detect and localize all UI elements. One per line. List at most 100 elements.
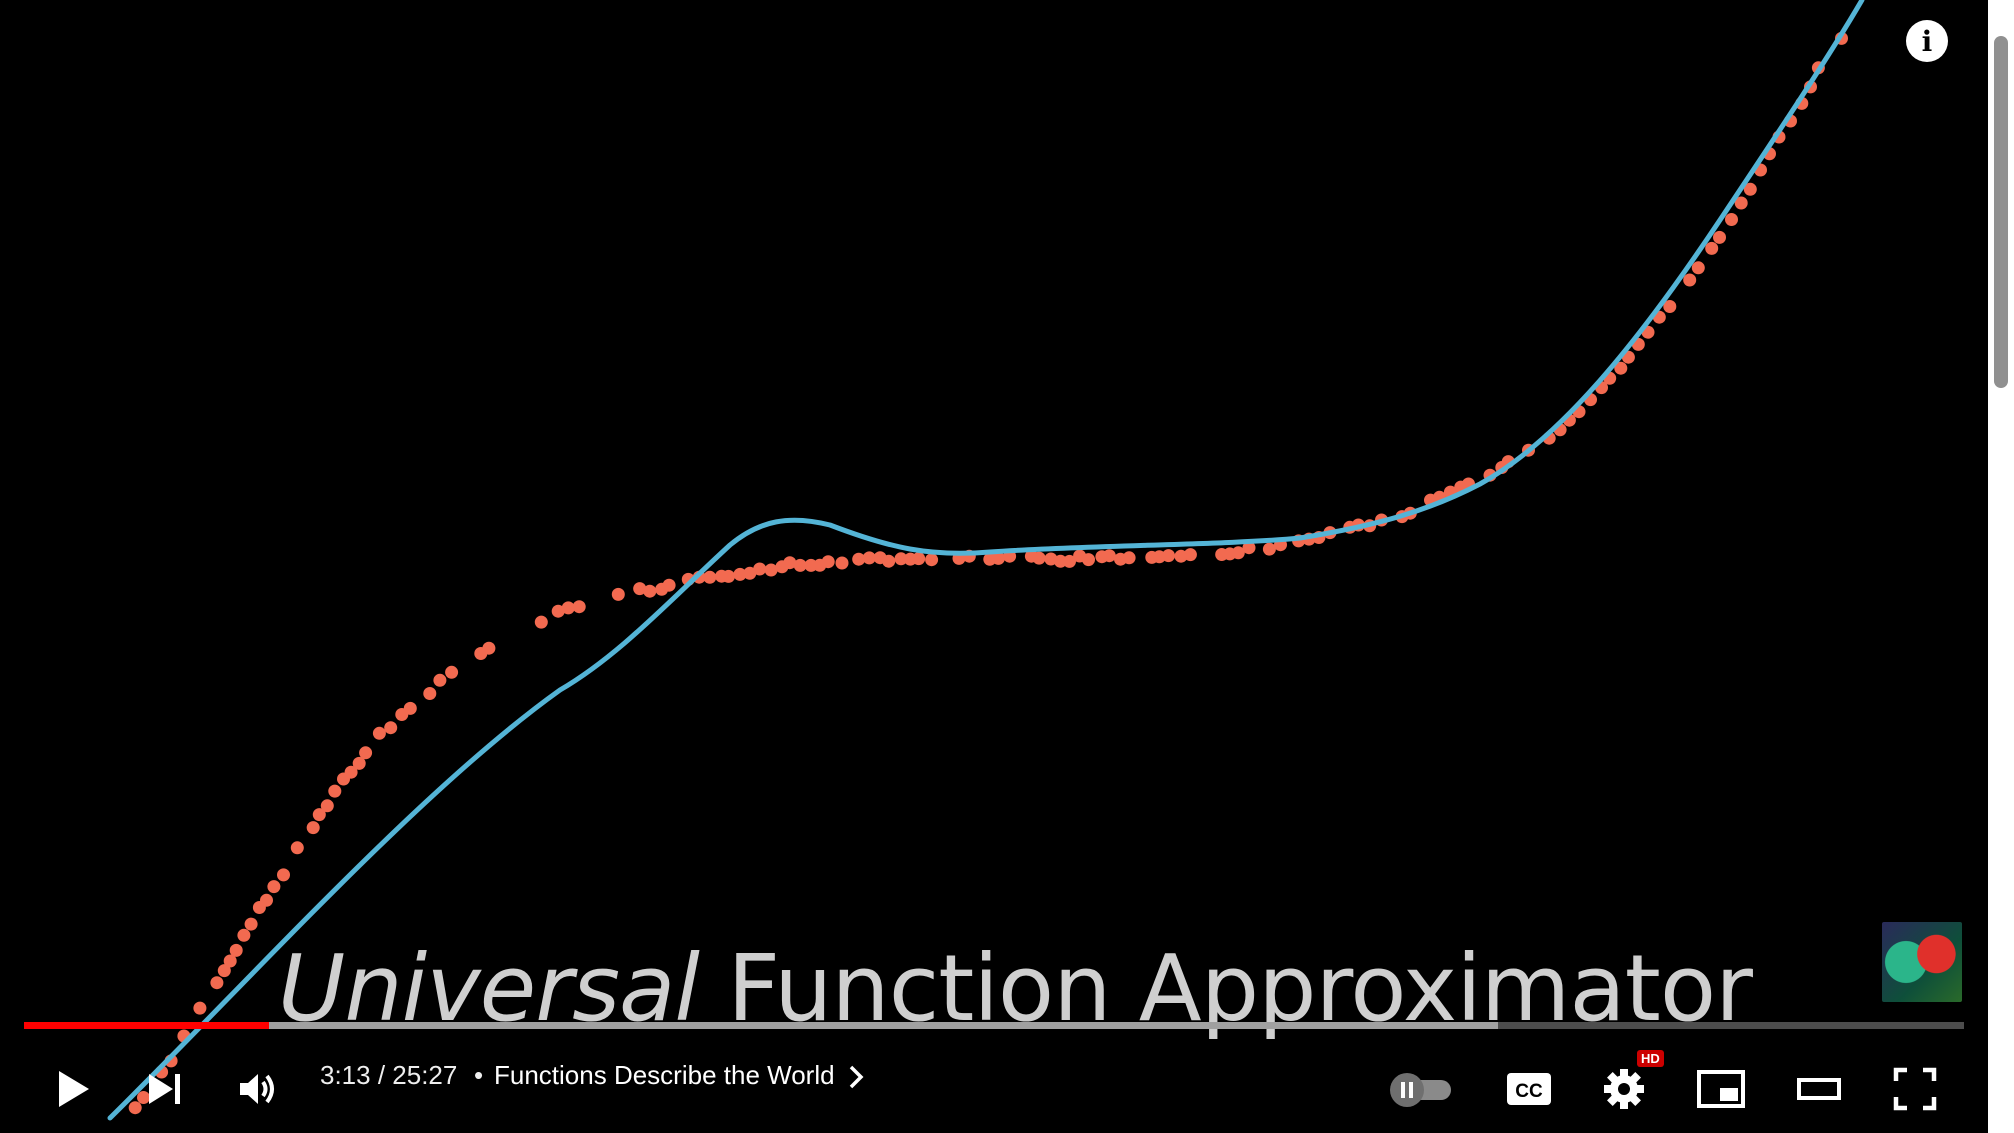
miniplayer-button[interactable] [1694,1064,1748,1114]
data-point [821,555,835,569]
theater-mode-button[interactable] [1792,1064,1846,1114]
data-point [633,582,647,596]
data-point [128,1101,142,1115]
data-point [852,552,866,566]
data-point [290,841,304,855]
data-point [359,746,373,760]
play-icon [59,1071,89,1107]
volume-icon [240,1074,274,1104]
progress-played [24,1022,270,1029]
data-point [1663,300,1677,313]
data-point [1063,554,1076,568]
data-point [703,570,717,584]
data-point [1242,541,1256,555]
data-point [482,641,496,655]
data-point [551,604,565,618]
data-point [384,721,398,735]
data-point [403,701,417,715]
data-point [912,552,926,566]
data-point [1713,230,1726,244]
data-point [1614,361,1628,375]
data-point [662,578,676,592]
data-point [1734,196,1748,210]
data-point [1683,273,1697,287]
data-point [229,943,243,957]
next-button[interactable] [140,1064,190,1114]
data-point [320,799,334,813]
data-point [783,556,797,570]
progress-bar[interactable] [24,1022,1964,1029]
chevron-right-icon[interactable] [846,1064,866,1095]
data-point [372,726,386,740]
gear-icon [1604,1069,1644,1109]
data-point [534,615,548,629]
data-point [894,552,908,566]
data-point [1054,554,1067,568]
channel-watermark[interactable] [1882,922,1962,1002]
hd-badge: HD [1637,1050,1664,1067]
theater-mode-icon [1797,1078,1841,1100]
data-point [882,554,896,568]
autoplay-toggle[interactable] [1386,1064,1456,1114]
data-point [1725,213,1738,226]
data-point [1122,551,1136,565]
data-point [1162,549,1175,563]
data-point [445,665,459,679]
data-point [835,556,849,570]
info-icon[interactable]: i [1906,20,1948,62]
data-point [423,687,437,700]
data-point [925,553,939,567]
fullscreen-button[interactable] [1888,1064,1942,1114]
next-icon [149,1074,180,1104]
svg-text:CC: CC [1515,1081,1543,1102]
chapter-separator: • [474,1060,484,1090]
data-point [722,569,735,583]
data-point [328,784,342,798]
data-point [223,954,237,968]
data-point [193,1001,207,1015]
miniplayer-icon [1697,1070,1745,1108]
data-point [1231,546,1245,560]
data-point [260,893,273,907]
data-point [244,917,258,931]
captions-button[interactable]: CC [1502,1064,1556,1114]
data-point [764,563,778,577]
data-point [1183,548,1197,562]
data-point [1262,542,1276,556]
scrollbar-thumb[interactable] [1994,36,2008,388]
data-point [1102,549,1116,563]
settings-button[interactable] [1598,1064,1650,1114]
data-point [344,765,358,779]
captions-icon: CC [1507,1073,1551,1105]
data-point [352,756,366,770]
data-point [1691,261,1705,275]
time-display: 3:13 / 25:27 [320,1060,458,1090]
chapter-title[interactable]: Functions Describe the World [494,1060,835,1090]
data-point [137,1091,150,1104]
data-point [433,673,447,687]
data-point [561,601,575,615]
data-point [1032,551,1046,565]
data-point [793,558,807,572]
data-point [991,551,1005,565]
data-point [733,567,747,581]
data-point [743,566,757,580]
data-point [306,821,320,835]
data-point [862,551,876,565]
fitted-curve [107,0,1865,1121]
data-point [643,584,657,598]
data-point [217,964,231,978]
data-point [277,868,290,882]
autoplay-toggle-icon [1390,1073,1451,1107]
play-button[interactable] [48,1064,98,1114]
volume-button[interactable] [232,1064,282,1114]
progress-buffered [24,1022,1499,1029]
page-scrollbar[interactable] [1988,0,2014,1133]
data-point [1705,241,1719,255]
data-point [572,600,586,614]
data-point [1082,553,1095,567]
data-point [1743,182,1757,196]
data-point [611,587,625,601]
